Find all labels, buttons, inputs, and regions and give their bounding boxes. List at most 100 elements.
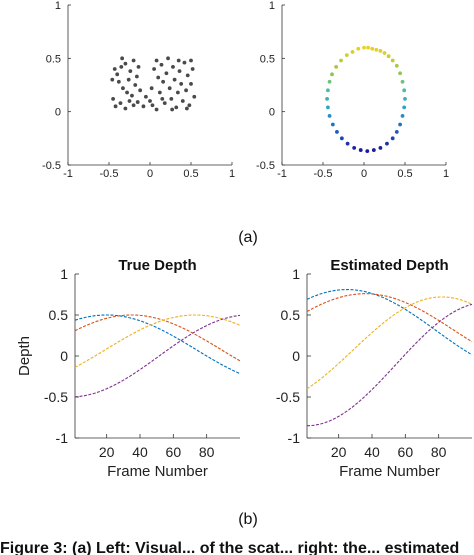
scatter-point (154, 58, 159, 63)
scatter-point (187, 103, 192, 108)
scatter-point (382, 51, 387, 55)
scatter-point (371, 148, 376, 152)
panel-label-a: (a) (238, 229, 258, 246)
scatter-point (134, 74, 139, 79)
scatter-point (326, 88, 330, 93)
y-tick-label: -0.5 (44, 389, 68, 405)
y-tick-label: -1 (56, 430, 69, 446)
scatter-point (394, 63, 399, 68)
y-tick-label: 1 (55, 0, 61, 12)
scatter-point (365, 149, 370, 154)
scatter-point (326, 105, 330, 110)
scatter-point (131, 103, 136, 108)
y-tick-label: 1 (292, 266, 300, 282)
y-tick-label: -0.5 (42, 160, 61, 172)
x-tick-label: 40 (364, 444, 380, 460)
scatter-point (115, 72, 120, 77)
scatter-point (403, 96, 407, 101)
y-tick-label: 0.5 (46, 53, 61, 65)
series-line-2 (74, 314, 241, 362)
scatter-point (390, 58, 395, 63)
scatter-point (394, 130, 399, 134)
series-line-3 (74, 314, 241, 368)
scatter-point (127, 99, 132, 103)
scatter-point (402, 105, 407, 110)
scatter-point (350, 50, 355, 54)
scatter-point (149, 86, 154, 91)
scatter-point (131, 58, 136, 63)
scatter-point (141, 104, 146, 109)
scatter-point (125, 90, 129, 95)
scatter-point (327, 79, 332, 84)
scatter-point (123, 106, 128, 111)
scatter-point (177, 69, 182, 74)
x-tick-label: -0.5 (100, 168, 119, 180)
true-depth-plot: 20 40 60 80 -1 -0.5 0 0.5 1 True Depth Frame Numbe… (16, 257, 241, 480)
scatter-point (185, 106, 189, 111)
scatter-point (150, 103, 155, 108)
scatter-point (161, 79, 166, 84)
y-tick-label: 1 (269, 0, 275, 12)
y-tick-label: 0.5 (49, 307, 69, 323)
scatter-point (152, 67, 157, 71)
y-tick-label: 0.5 (260, 53, 275, 65)
y-tick-label: -1 (288, 430, 301, 446)
x-tick-label: 0 (361, 168, 367, 180)
scatter-point (172, 77, 177, 82)
scatter-point (160, 96, 165, 101)
scatter-point (400, 79, 405, 84)
scatter-point (174, 105, 179, 110)
y-tick-label: 0 (269, 107, 275, 119)
x-tick-label: 60 (166, 444, 182, 460)
scatter-point (171, 64, 175, 69)
scatter-point (110, 77, 115, 82)
scatter-point (154, 107, 159, 112)
y-tick-label: -0.5 (256, 160, 275, 172)
scatter-point (402, 88, 407, 93)
scatter-point (378, 146, 383, 150)
scatter-point (162, 101, 167, 106)
x-tick-label: 60 (398, 444, 414, 460)
scatter-point (330, 122, 335, 127)
scatter-point (136, 64, 141, 69)
scatter-point (366, 45, 370, 50)
y-tick-label: 0 (60, 348, 68, 364)
x-tick-label: 80 (431, 444, 447, 460)
x-tick-label: 0.5 (183, 168, 198, 180)
scatter-point (133, 83, 138, 87)
scatter-point (121, 86, 125, 91)
scatter-point (120, 56, 125, 61)
x-tick-label: 0 (147, 168, 153, 180)
scatter-point (192, 94, 197, 99)
x-tick-label: 0.5 (397, 168, 412, 180)
y-tick-label: 0.5 (281, 307, 301, 323)
y-tick-label: 0 (292, 348, 300, 364)
scatter-point (166, 56, 170, 61)
scatter-point (179, 82, 184, 86)
scatter-point (182, 60, 187, 65)
chart-title: Estimated Depth (330, 257, 448, 274)
x-tick-label: -1 (277, 168, 287, 180)
scatter-point (189, 82, 193, 86)
scatter-point (344, 53, 349, 58)
y-axis-label: Depth (16, 336, 33, 376)
x-tick-label: 80 (199, 444, 215, 460)
scatter-point (156, 75, 161, 80)
scatter-point (167, 86, 172, 91)
scatter-point (330, 72, 334, 77)
scatter-point (119, 64, 124, 69)
scatter-point (116, 79, 121, 84)
scatter-point (334, 64, 339, 69)
caption-fragment: Figure 3: (a) Left: Visual... of the sca… (0, 540, 459, 555)
scatter-point (335, 130, 339, 134)
series-line-4 (307, 303, 473, 427)
scatter-point (352, 146, 357, 150)
scatter-point (130, 93, 134, 98)
series-line-2 (306, 293, 473, 343)
panel-label-b: (b) (238, 511, 258, 528)
scatter-point (118, 101, 123, 106)
series-line-1 (74, 314, 241, 375)
scatter-point (126, 77, 131, 82)
scatter-point (398, 122, 402, 127)
scatter-point (325, 96, 329, 101)
